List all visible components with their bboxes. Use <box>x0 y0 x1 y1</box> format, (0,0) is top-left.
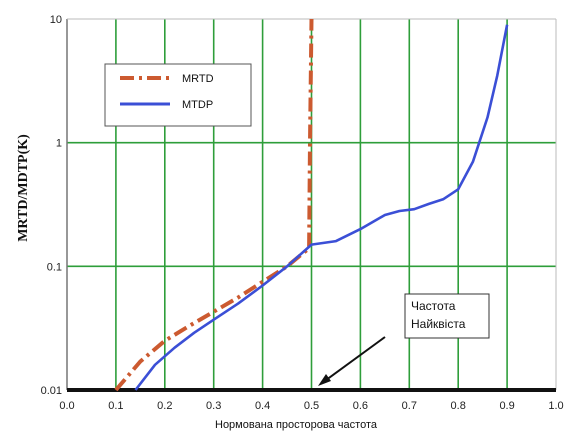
annotation-line-2: Найквіста <box>411 317 466 331</box>
x-tick-label: 0.5 <box>304 400 319 412</box>
legend-box <box>104 63 252 127</box>
x-tick-label: 1.0 <box>548 400 563 412</box>
y-tick-label: 10 <box>50 14 62 26</box>
x-tick-label: 0.7 <box>402 400 417 412</box>
annotation-arrowhead <box>318 374 331 386</box>
series-group <box>114 18 509 392</box>
x-tick-label: 0.6 <box>353 400 368 412</box>
x-tick-label: 0.9 <box>499 400 514 412</box>
nyquist-annotation: Частота Найквіста <box>318 293 490 386</box>
x-tick-label: 0.3 <box>206 400 221 412</box>
annotation-line-1: Частота <box>411 299 456 313</box>
x-tick-label: 0.8 <box>451 400 466 412</box>
tick-labels: 0.0 0.1 0.2 0.3 0.4 0.5 0.6 0.7 0.8 0.9 1.0 0.01 0.1… <box>41 14 564 412</box>
series-line-mrtd <box>114 18 314 392</box>
legend-label-mtdp: MTDP <box>182 99 213 111</box>
x-tick-label: 0.0 <box>59 400 74 412</box>
x-tick-label: 0.4 <box>255 400 270 412</box>
legend: MRTD MTDP <box>104 63 252 127</box>
annotation-arrow <box>321 336 386 384</box>
series-line-mtdp <box>134 24 509 391</box>
y-tick-label: 1 <box>56 138 62 150</box>
y-axis-label: MRTD/MDTP(K) <box>16 134 31 242</box>
annotation-box <box>404 293 490 339</box>
x-tick-label: 0.1 <box>108 400 123 412</box>
y-tick-label: 0.1 <box>47 261 62 273</box>
y-tick-label: 0.01 <box>41 385 62 397</box>
legend-label-mrtd: MRTD <box>182 73 214 85</box>
x-axis-label: Нормована просторова частота <box>215 419 378 431</box>
x-tick-label: 0.2 <box>157 400 172 412</box>
